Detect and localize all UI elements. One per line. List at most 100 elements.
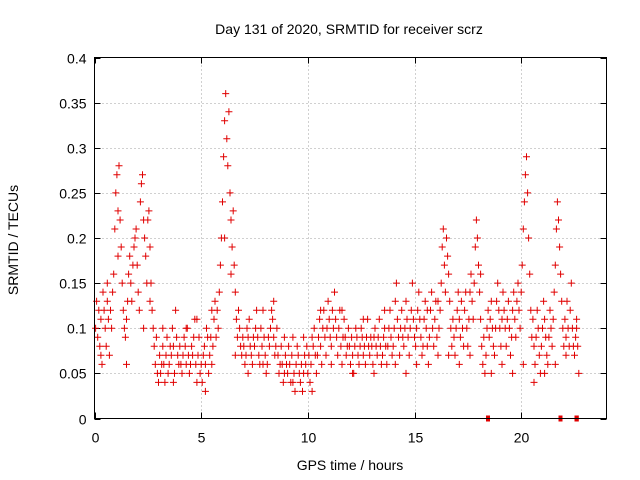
data-point (259, 306, 267, 314)
data-point (500, 306, 508, 314)
data-point (438, 243, 446, 251)
data-point (468, 297, 476, 305)
data-point (529, 315, 537, 323)
data-point (104, 315, 112, 323)
data-point (484, 306, 492, 314)
data-point (470, 279, 478, 287)
data-point (464, 342, 472, 350)
data-point (151, 360, 159, 368)
data-point (180, 333, 188, 341)
data-point (318, 360, 326, 368)
data-point (142, 252, 150, 260)
chart-title: Day 131 of 2020, SRMTID for receiver scr… (215, 21, 483, 37)
data-point (361, 360, 369, 368)
data-point (305, 351, 313, 359)
data-point (487, 369, 495, 377)
data-point (562, 333, 570, 341)
data-point (161, 378, 169, 386)
data-point (466, 288, 474, 296)
data-point (245, 315, 253, 323)
data-point (108, 324, 116, 332)
data-point (99, 288, 107, 296)
data-point (433, 333, 441, 341)
data-point (403, 315, 411, 323)
data-point (489, 342, 497, 350)
data-point (499, 288, 507, 296)
y-tick-label: 0.4 (67, 51, 87, 67)
data-point (561, 315, 569, 323)
data-point (288, 351, 296, 359)
data-point (574, 342, 582, 350)
data-point (277, 342, 285, 350)
data-point (349, 369, 357, 377)
data-point (327, 360, 335, 368)
data-point (463, 324, 471, 332)
data-point (417, 333, 425, 341)
data-point (527, 306, 535, 314)
data-point (547, 324, 555, 332)
data-point (328, 306, 336, 314)
data-point (466, 351, 474, 359)
data-point (120, 324, 128, 332)
data-point (521, 171, 529, 179)
data-point (157, 369, 165, 377)
data-point (310, 324, 318, 332)
data-point (453, 306, 461, 314)
data-point (206, 351, 214, 359)
data-point (573, 315, 581, 323)
data-point (476, 288, 484, 296)
data-point (461, 306, 469, 314)
data-point (481, 369, 489, 377)
data-point (533, 306, 541, 314)
data-point (551, 261, 559, 269)
data-point (205, 369, 213, 377)
data-point (540, 297, 548, 305)
data-point (123, 315, 130, 323)
data-point (455, 360, 463, 368)
data-point (267, 324, 274, 332)
data-point (380, 333, 388, 341)
data-point (257, 324, 265, 332)
data-point (220, 153, 228, 161)
data-point (525, 234, 533, 242)
data-point (398, 306, 406, 314)
data-point (391, 360, 399, 368)
data-point (270, 333, 278, 341)
data-point (221, 117, 229, 125)
data-point (169, 378, 177, 386)
data-point (312, 369, 320, 377)
data-point (494, 279, 502, 287)
data-point (98, 360, 106, 368)
data-point (454, 288, 462, 296)
data-point (471, 243, 479, 251)
data-point (514, 279, 522, 287)
data-point (357, 324, 365, 332)
data-point (306, 378, 314, 386)
data-point (313, 351, 321, 359)
data-point (507, 351, 514, 359)
data-point (107, 306, 114, 314)
data-point (103, 279, 111, 287)
data-point (541, 315, 549, 323)
data-point (517, 288, 525, 296)
data-point (123, 360, 130, 368)
data-point (422, 324, 430, 332)
data-point (369, 360, 377, 368)
data-point (551, 360, 559, 368)
data-point (102, 342, 110, 350)
data-point (244, 369, 252, 377)
data-point (437, 279, 445, 287)
x-axis-label: GPS time / hours (297, 457, 404, 473)
data-point (268, 306, 276, 314)
data-point (418, 351, 426, 359)
y-tick-label: 0.15 (59, 276, 86, 292)
data-point (316, 315, 324, 323)
data-point (390, 324, 398, 332)
data-point (231, 351, 239, 359)
data-point (281, 351, 289, 359)
data-point (289, 378, 297, 386)
data-point (265, 342, 273, 350)
data-point (317, 306, 325, 314)
data-point (475, 261, 482, 269)
data-point (280, 333, 288, 341)
